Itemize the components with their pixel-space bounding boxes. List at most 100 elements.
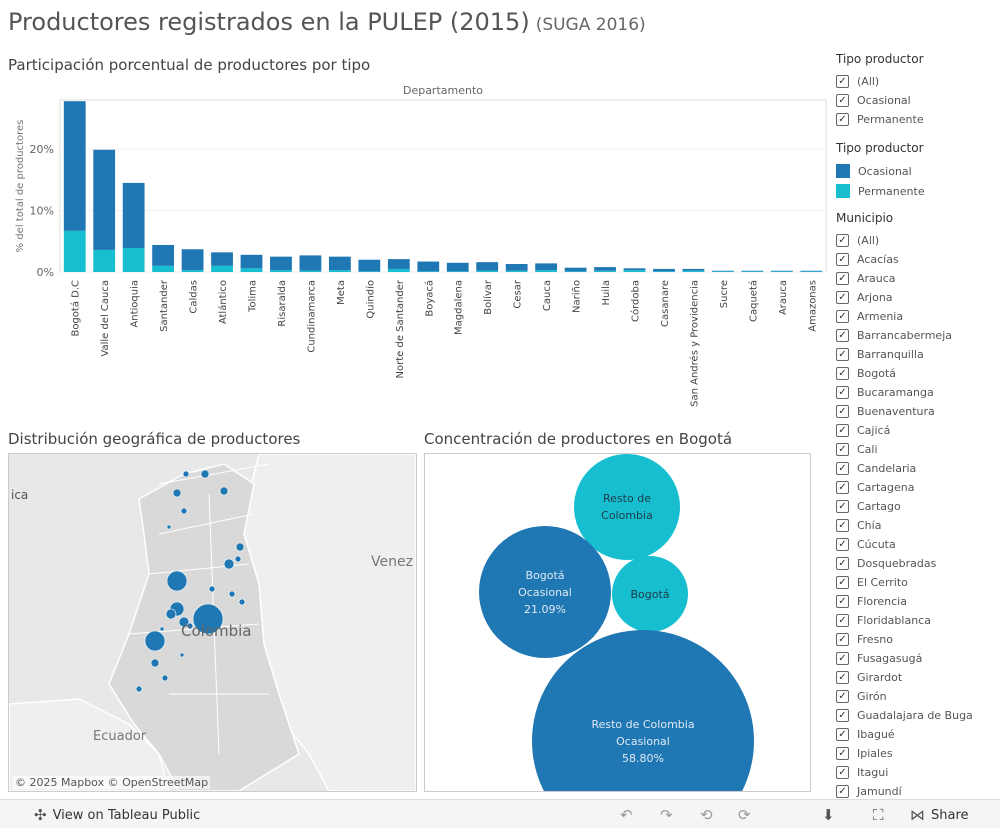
- checkbox-icon[interactable]: ✓: [836, 500, 849, 513]
- producer-dot[interactable]: [192, 603, 224, 635]
- checkbox-icon[interactable]: ✓: [836, 671, 849, 684]
- checkbox-icon[interactable]: ✓: [836, 386, 849, 399]
- checkbox-icon[interactable]: ✓: [836, 614, 849, 627]
- municipio-option[interactable]: ✓ Chía: [836, 516, 1000, 535]
- checkbox-icon[interactable]: ✓: [836, 405, 849, 418]
- undo-button[interactable]: ↶: [620, 806, 633, 824]
- producer-dot[interactable]: [228, 590, 236, 598]
- municipio-option[interactable]: ✓ (All): [836, 231, 1000, 250]
- municipio-option[interactable]: ✓ Cartagena: [836, 478, 1000, 497]
- tipo-option[interactable]: ✓ Permanente: [836, 110, 1000, 129]
- municipio-option[interactable]: ✓ Guadalajara de Buga: [836, 706, 1000, 725]
- municipio-option[interactable]: ✓ Cajicá: [836, 421, 1000, 440]
- refresh-button[interactable]: ⟳: [738, 806, 751, 824]
- producer-dot[interactable]: [178, 616, 190, 628]
- municipio-option[interactable]: ✓ Arauca: [836, 269, 1000, 288]
- tipo-option[interactable]: ✓ Ocasional: [836, 91, 1000, 110]
- municipio-option[interactable]: ✓ Girardot: [836, 668, 1000, 687]
- municipio-option[interactable]: ✓ Acacías: [836, 250, 1000, 269]
- bubble-resto-permanente[interactable]: Resto de Colombia: [574, 454, 680, 560]
- producer-dot[interactable]: [180, 507, 188, 515]
- producer-dot[interactable]: [172, 488, 182, 498]
- producer-dot[interactable]: [179, 652, 185, 658]
- revert-button[interactable]: ⟲: [700, 806, 713, 824]
- producer-dot[interactable]: [159, 626, 165, 632]
- checkbox-icon[interactable]: ✓: [836, 291, 849, 304]
- producer-dot[interactable]: [135, 685, 143, 693]
- municipio-option[interactable]: ✓ Armenia: [836, 307, 1000, 326]
- municipio-option[interactable]: ✓ Arjona: [836, 288, 1000, 307]
- checkbox-icon[interactable]: ✓: [836, 367, 849, 380]
- view-on-tableau-button[interactable]: ✣ View on Tableau Public: [34, 806, 200, 824]
- producer-dot[interactable]: [166, 524, 172, 530]
- checkbox-icon[interactable]: ✓: [836, 234, 849, 247]
- tipo-option[interactable]: ✓ (All): [836, 72, 1000, 91]
- checkbox-icon[interactable]: ✓: [836, 747, 849, 760]
- producer-dot[interactable]: [186, 622, 194, 630]
- checkbox-icon[interactable]: ✓: [836, 766, 849, 779]
- bubble-bogota-permanente[interactable]: Bogotá: [612, 556, 688, 632]
- share-button[interactable]: ⋈ Share: [910, 806, 969, 824]
- municipio-option[interactable]: ✓ Candelaria: [836, 459, 1000, 478]
- municipio-option[interactable]: ✓ Cali: [836, 440, 1000, 459]
- producer-dot[interactable]: [150, 658, 160, 668]
- producer-dot[interactable]: [238, 598, 246, 606]
- municipio-option[interactable]: ✓ Fusagasugá: [836, 649, 1000, 668]
- redo-button[interactable]: ↷: [660, 806, 673, 824]
- checkbox-icon[interactable]: ✓: [836, 652, 849, 665]
- checkbox-icon[interactable]: ✓: [836, 690, 849, 703]
- checkbox-icon[interactable]: ✓: [836, 481, 849, 494]
- municipio-option[interactable]: ✓ El Cerrito: [836, 573, 1000, 592]
- municipio-option[interactable]: ✓ Buenaventura: [836, 402, 1000, 421]
- checkbox-icon[interactable]: ✓: [836, 329, 849, 342]
- checkbox-icon[interactable]: ✓: [836, 253, 849, 266]
- download-button[interactable]: ⬇: [822, 806, 835, 824]
- checkbox-icon[interactable]: ✓: [836, 519, 849, 532]
- checkbox-icon[interactable]: ✓: [836, 728, 849, 741]
- municipio-option[interactable]: ✓ Cartago: [836, 497, 1000, 516]
- bubble-chart[interactable]: Resto de Colombia Bogotá Ocasional 21.09…: [424, 453, 811, 792]
- municipio-option[interactable]: ✓ Ipiales: [836, 744, 1000, 763]
- producer-dot[interactable]: [166, 570, 188, 592]
- checkbox-icon[interactable]: ✓: [836, 462, 849, 475]
- municipio-option[interactable]: ✓ Barrancabermeja: [836, 326, 1000, 345]
- municipio-option[interactable]: ✓ Floridablanca: [836, 611, 1000, 630]
- municipio-option[interactable]: ✓ Barranquilla: [836, 345, 1000, 364]
- producer-dot[interactable]: [235, 542, 245, 552]
- legend-item[interactable]: Ocasional: [836, 161, 1000, 181]
- checkbox-icon[interactable]: ✓: [836, 557, 849, 570]
- checkbox-icon[interactable]: ✓: [836, 272, 849, 285]
- municipio-option[interactable]: ✓ Dosquebradas: [836, 554, 1000, 573]
- checkbox-icon[interactable]: ✓: [836, 633, 849, 646]
- checkbox-icon[interactable]: ✓: [836, 113, 849, 126]
- bar-chart[interactable]: Departamento 0% 10% 20% % del total de produ…: [0, 82, 830, 412]
- municipio-option[interactable]: ✓ Jamundí: [836, 782, 1000, 801]
- checkbox-icon[interactable]: ✓: [836, 595, 849, 608]
- municipio-option[interactable]: ✓ Fresno: [836, 630, 1000, 649]
- municipio-option[interactable]: ✓ Bucaramanga: [836, 383, 1000, 402]
- municipio-option[interactable]: ✓ Cúcuta: [836, 535, 1000, 554]
- municipio-option[interactable]: ✓ Bogotá: [836, 364, 1000, 383]
- producer-dot[interactable]: [165, 608, 177, 620]
- municipio-option[interactable]: ✓ Itagui: [836, 763, 1000, 782]
- producer-dot[interactable]: [161, 674, 169, 682]
- fullscreen-button[interactable]: ⛶: [873, 806, 884, 824]
- geo-map[interactable]: Colombia Venez Ecuador ica © 2025 Mapbox…: [8, 453, 417, 792]
- producer-dot[interactable]: [144, 630, 166, 652]
- checkbox-icon[interactable]: ✓: [836, 424, 849, 437]
- checkbox-icon[interactable]: ✓: [836, 443, 849, 456]
- checkbox-icon[interactable]: ✓: [836, 785, 849, 798]
- producer-dot[interactable]: [182, 470, 190, 478]
- producer-dot[interactable]: [200, 469, 210, 479]
- checkbox-icon[interactable]: ✓: [836, 310, 849, 323]
- bubble-bogota-ocasional[interactable]: Bogotá Ocasional 21.09%: [479, 526, 611, 658]
- producer-dot[interactable]: [219, 486, 229, 496]
- municipio-option[interactable]: ✓ Florencia: [836, 592, 1000, 611]
- legend-item[interactable]: Permanente: [836, 181, 1000, 201]
- producer-dot[interactable]: [223, 558, 235, 570]
- municipio-option[interactable]: ✓ Girón: [836, 687, 1000, 706]
- checkbox-icon[interactable]: ✓: [836, 576, 849, 589]
- checkbox-icon[interactable]: ✓: [836, 94, 849, 107]
- checkbox-icon[interactable]: ✓: [836, 538, 849, 551]
- checkbox-icon[interactable]: ✓: [836, 348, 849, 361]
